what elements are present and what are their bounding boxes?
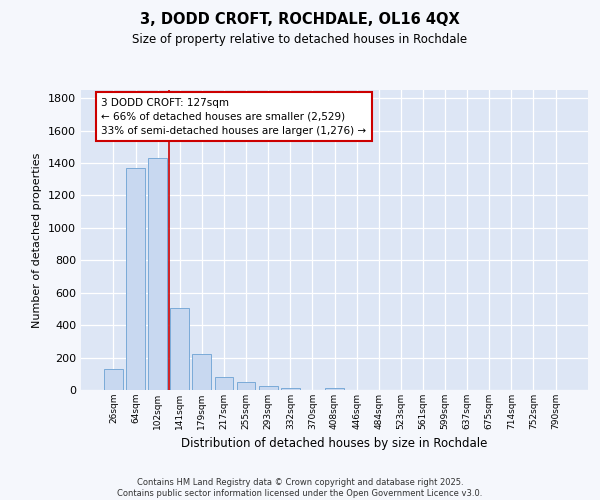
Text: 3 DODD CROFT: 127sqm
← 66% of detached houses are smaller (2,529)
33% of semi-de: 3 DODD CROFT: 127sqm ← 66% of detached h… <box>101 98 367 136</box>
Text: Contains HM Land Registry data © Crown copyright and database right 2025.
Contai: Contains HM Land Registry data © Crown c… <box>118 478 482 498</box>
Bar <box>325 388 344 390</box>
Bar <box>236 382 256 390</box>
Y-axis label: Number of detached properties: Number of detached properties <box>32 152 43 328</box>
Bar <box>104 369 123 390</box>
Bar <box>148 158 167 390</box>
Bar <box>193 354 211 390</box>
Bar <box>126 168 145 390</box>
Bar <box>259 386 278 390</box>
Bar <box>215 377 233 390</box>
Text: 3, DODD CROFT, ROCHDALE, OL16 4QX: 3, DODD CROFT, ROCHDALE, OL16 4QX <box>140 12 460 28</box>
Bar <box>170 308 189 390</box>
Text: Size of property relative to detached houses in Rochdale: Size of property relative to detached ho… <box>133 32 467 46</box>
X-axis label: Distribution of detached houses by size in Rochdale: Distribution of detached houses by size … <box>181 438 488 450</box>
Bar <box>281 388 299 390</box>
